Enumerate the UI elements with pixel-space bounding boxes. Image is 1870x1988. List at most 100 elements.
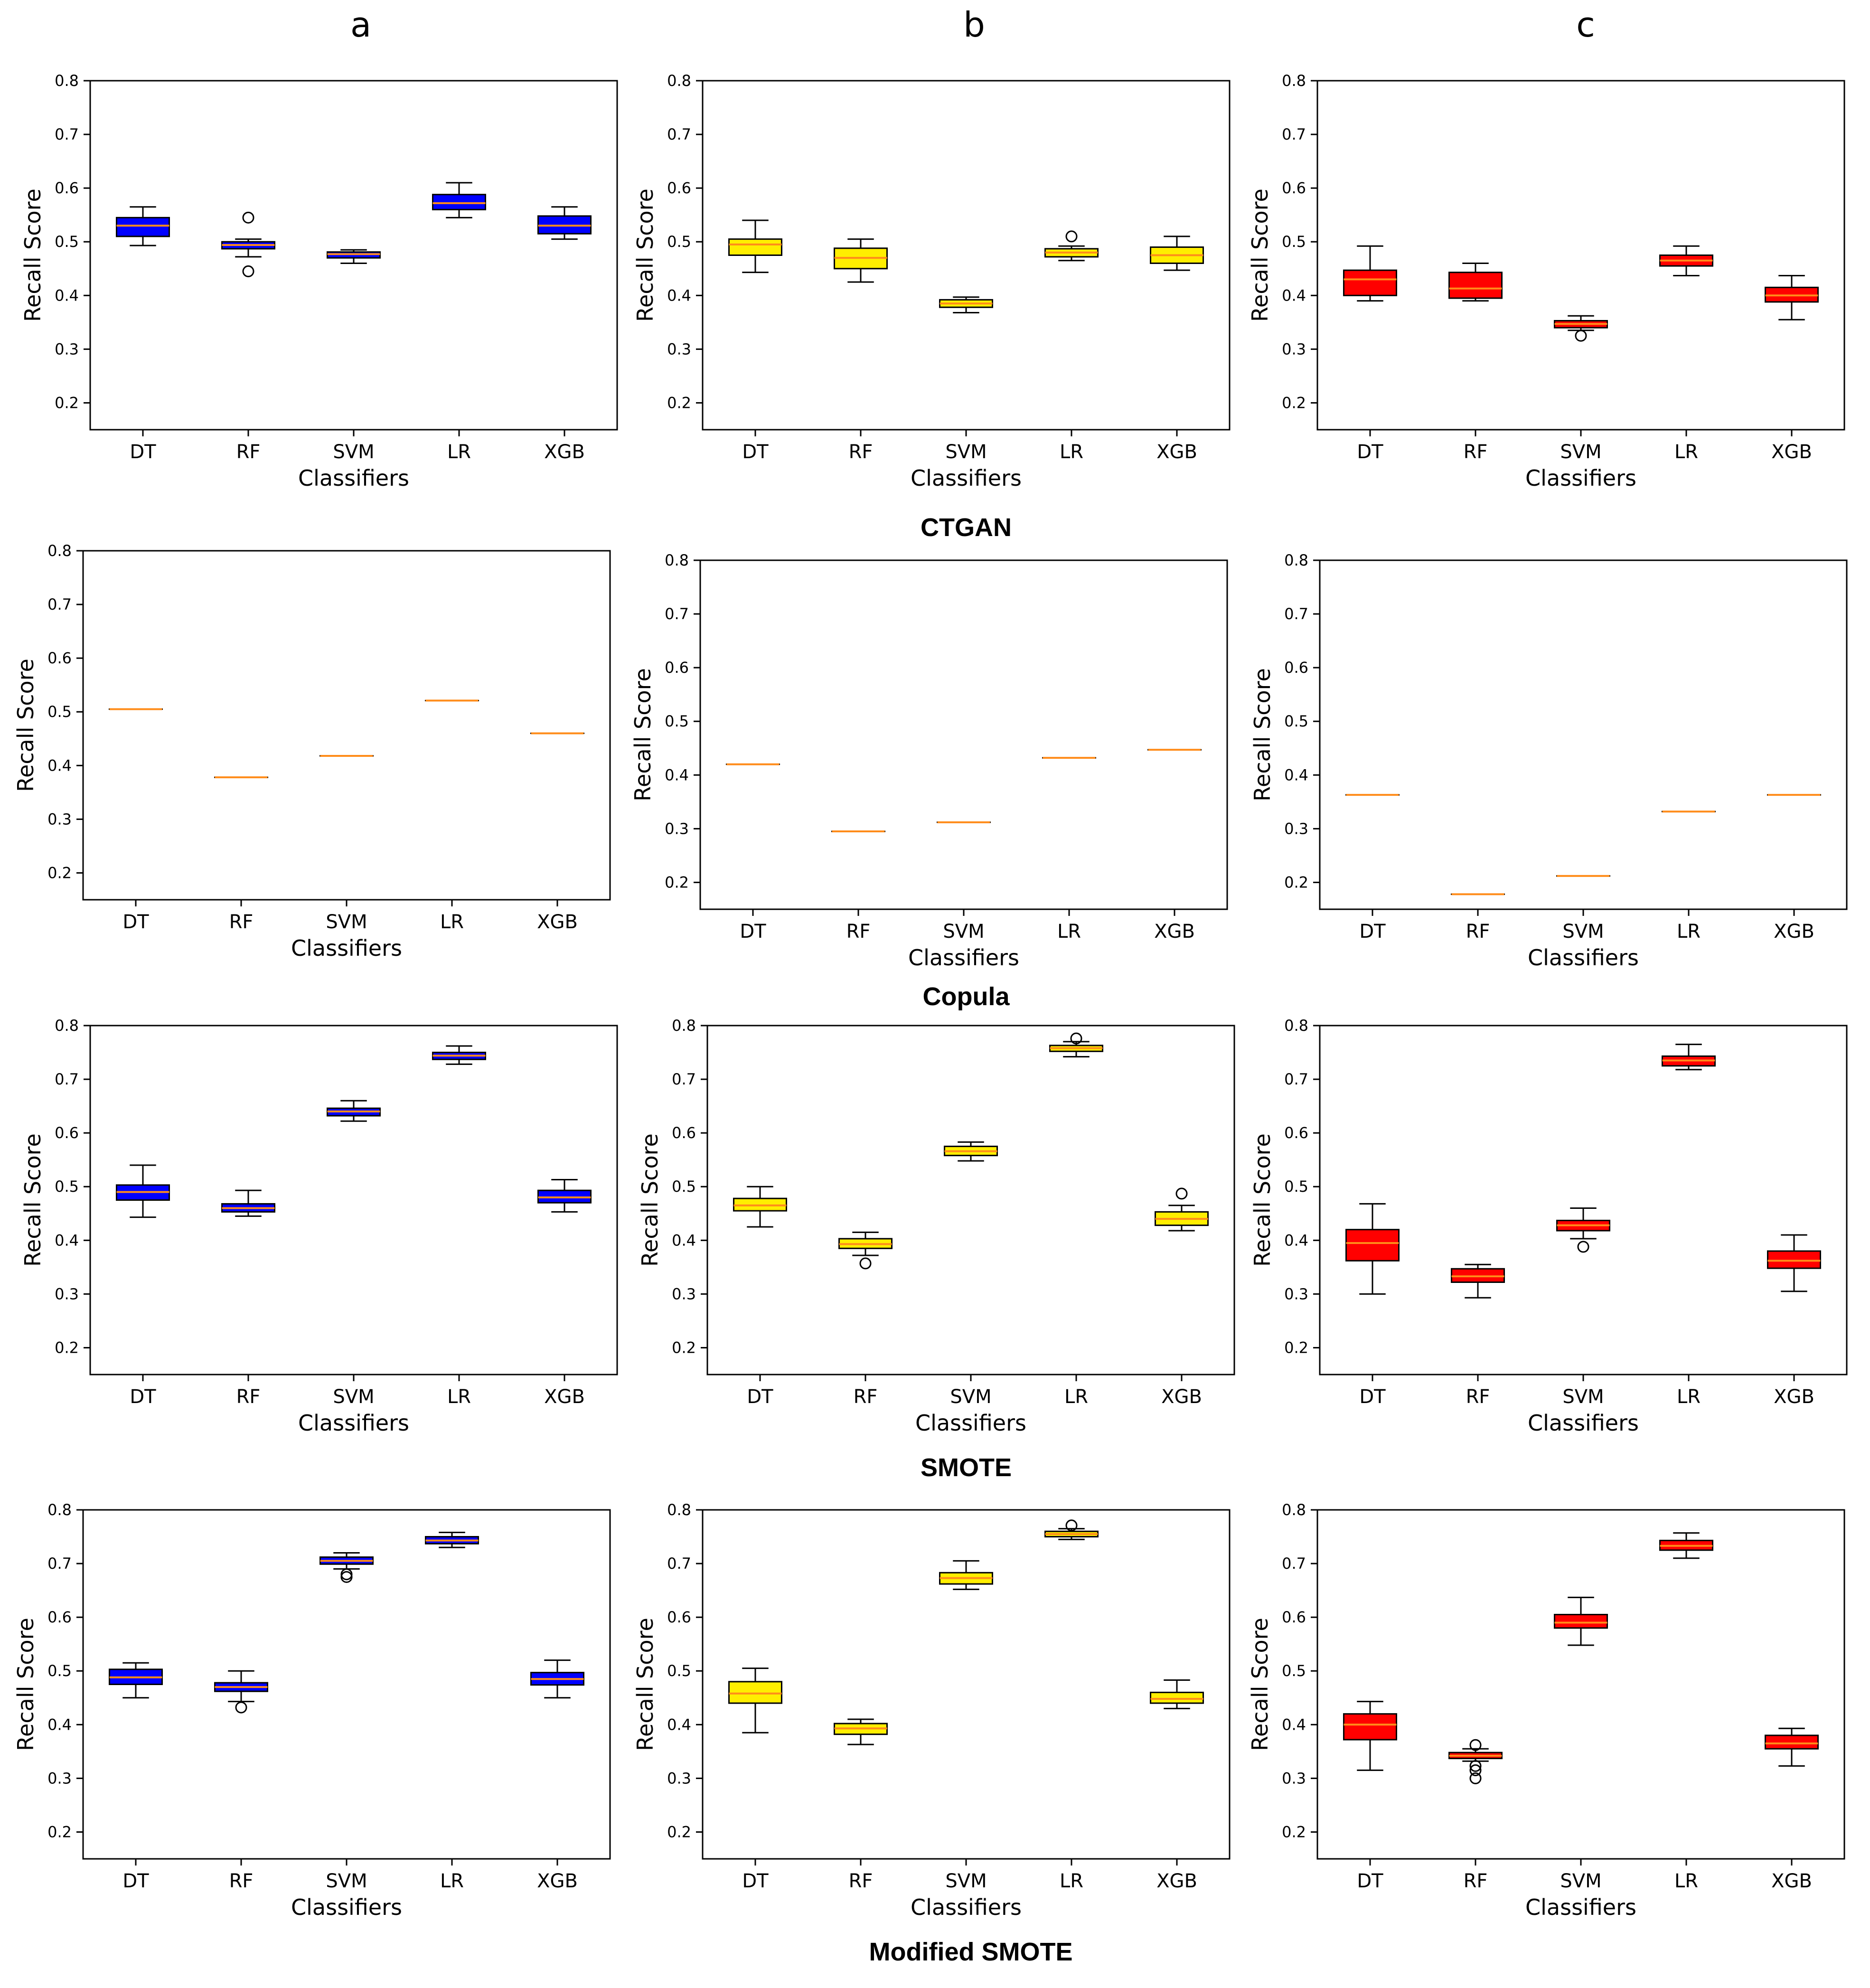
x-tick-label: RF	[1466, 921, 1490, 942]
column-label-a: a	[350, 5, 372, 45]
box-lr	[1662, 1044, 1716, 1071]
x-tick-label: LR	[1060, 441, 1083, 463]
y-tick-label: 0.3	[672, 1285, 696, 1303]
box-iqr	[1767, 1250, 1821, 1269]
y-tick-label: 0.5	[667, 1662, 691, 1680]
box-iqr	[1448, 272, 1503, 299]
y-axis-label: Recall Score	[630, 668, 656, 801]
y-tick-label: 0.6	[47, 1608, 72, 1626]
y-tick-label: 0.6	[665, 659, 689, 677]
x-tick-label: DT	[130, 1386, 156, 1408]
x-tick-label: XGB	[1771, 441, 1812, 463]
x-tick-label: XGB	[537, 1870, 578, 1892]
outlier-point	[1469, 1739, 1482, 1751]
x-axis-label: Classifiers	[911, 1894, 1022, 1920]
y-tick-label: 0.3	[1284, 820, 1308, 838]
x-tick-label: DT	[122, 1870, 149, 1892]
y-tick-label: 0.2	[667, 1823, 691, 1841]
y-tick-label: 0.3	[1282, 1769, 1306, 1787]
x-tick-label: SVM	[326, 911, 367, 933]
outlier-point	[1469, 1764, 1482, 1776]
y-tick-label: 0.8	[667, 72, 691, 90]
x-axis-label: Classifiers	[1525, 465, 1636, 491]
y-tick-label: 0.6	[1282, 1608, 1306, 1626]
box-dt	[1345, 1203, 1400, 1295]
y-tick-label: 0.2	[1284, 873, 1308, 891]
y-tick-label: 0.6	[1282, 179, 1306, 197]
box-lr	[432, 1045, 486, 1065]
box-xgb	[1767, 1234, 1821, 1292]
y-tick-label: 0.5	[667, 233, 691, 251]
x-tick-label: SVM	[1560, 1870, 1601, 1892]
x-axis-label: Classifiers	[1528, 945, 1639, 970]
y-tick-label: 0.3	[1282, 340, 1306, 358]
box-svm	[1556, 1207, 1610, 1253]
y-tick-label: 0.5	[672, 1178, 696, 1196]
y-tick-label: 0.2	[1282, 1823, 1306, 1841]
x-tick-label: RF	[1464, 1870, 1488, 1892]
x-tick-label: SVM	[945, 441, 987, 463]
y-tick-label: 0.6	[55, 1124, 79, 1142]
y-tick-label: 0.2	[665, 873, 689, 891]
box-lr	[1659, 245, 1713, 276]
box-rf	[214, 1670, 268, 1714]
plot-frame	[82, 550, 611, 901]
x-axis-label: Classifiers	[915, 1410, 1026, 1436]
y-tick-label: 0.7	[672, 1070, 696, 1088]
y-tick-label: 0.7	[1284, 1070, 1308, 1088]
y-tick-label: 0.2	[47, 864, 72, 882]
y-axis-label: Recall Score	[1247, 188, 1273, 322]
y-tick-label: 0.4	[665, 766, 689, 784]
box-lr	[1659, 1532, 1713, 1559]
box-iqr	[1554, 1614, 1608, 1629]
box-iqr	[432, 194, 486, 210]
y-axis-label: Recall Score	[20, 188, 46, 322]
x-axis-label: Classifiers	[1525, 1894, 1636, 1920]
box-lr	[1049, 1032, 1103, 1058]
x-tick-label: XGB	[1154, 921, 1195, 942]
y-tick-label: 0.5	[47, 703, 72, 721]
x-tick-label: SVM	[1560, 441, 1601, 463]
box-iqr	[1765, 1734, 1819, 1750]
box-xgb	[1155, 1187, 1209, 1232]
y-tick-label: 0.5	[55, 1178, 79, 1196]
column-label-c: c	[1576, 5, 1595, 45]
x-tick-label: RF	[1466, 1386, 1490, 1408]
box-rf	[1448, 1739, 1503, 1784]
y-tick-label: 0.2	[1282, 394, 1306, 412]
x-axis-label: Classifiers	[908, 945, 1019, 970]
box-rf	[838, 1231, 893, 1270]
column-label-b: b	[963, 5, 985, 45]
y-tick-label: 0.5	[1284, 1178, 1308, 1196]
y-tick-label: 0.6	[1284, 659, 1308, 677]
plot-frame	[1319, 559, 1848, 910]
box-xgb	[1765, 274, 1819, 320]
y-tick-label: 0.6	[667, 179, 691, 197]
x-tick-label: XGB	[1774, 921, 1814, 942]
box-rf	[1448, 262, 1503, 302]
box-lr	[432, 182, 486, 218]
y-tick-label: 0.4	[1284, 1231, 1308, 1249]
outlier-point	[340, 1571, 353, 1583]
y-tick-label: 0.4	[55, 286, 79, 304]
x-tick-label: RF	[854, 1386, 878, 1408]
subplot-a-baseline: 0.2 0.3 0.4 0.5 0.6 0.7 0.8 DT RF SVM LR XGB Classif…	[20, 72, 618, 491]
box-dt	[728, 219, 782, 273]
plot-frame	[1316, 1509, 1845, 1860]
y-tick-label: 0.2	[1284, 1338, 1308, 1357]
x-axis-label: Classifiers	[298, 1410, 409, 1436]
x-tick-label: SVM	[1562, 1386, 1604, 1408]
x-tick-label: SVM	[945, 1870, 987, 1892]
x-tick-label: DT	[742, 1870, 769, 1892]
box-lr	[425, 1531, 479, 1548]
box-xgb	[530, 1659, 584, 1699]
x-tick-label: SVM	[333, 1386, 374, 1408]
box-iqr	[116, 217, 170, 237]
outlier-point	[1469, 1760, 1482, 1772]
x-axis-label: Classifiers	[291, 935, 402, 961]
x-tick-label: XGB	[544, 1386, 585, 1408]
box-dt	[728, 1668, 782, 1734]
box-rf	[1451, 1263, 1505, 1299]
subplot-b-baseline: 0.2 0.3 0.4 0.5 0.6 0.7 0.8 DT RF SVM LR XGB Classif…	[632, 72, 1231, 491]
x-tick-label: LR	[447, 1386, 471, 1408]
